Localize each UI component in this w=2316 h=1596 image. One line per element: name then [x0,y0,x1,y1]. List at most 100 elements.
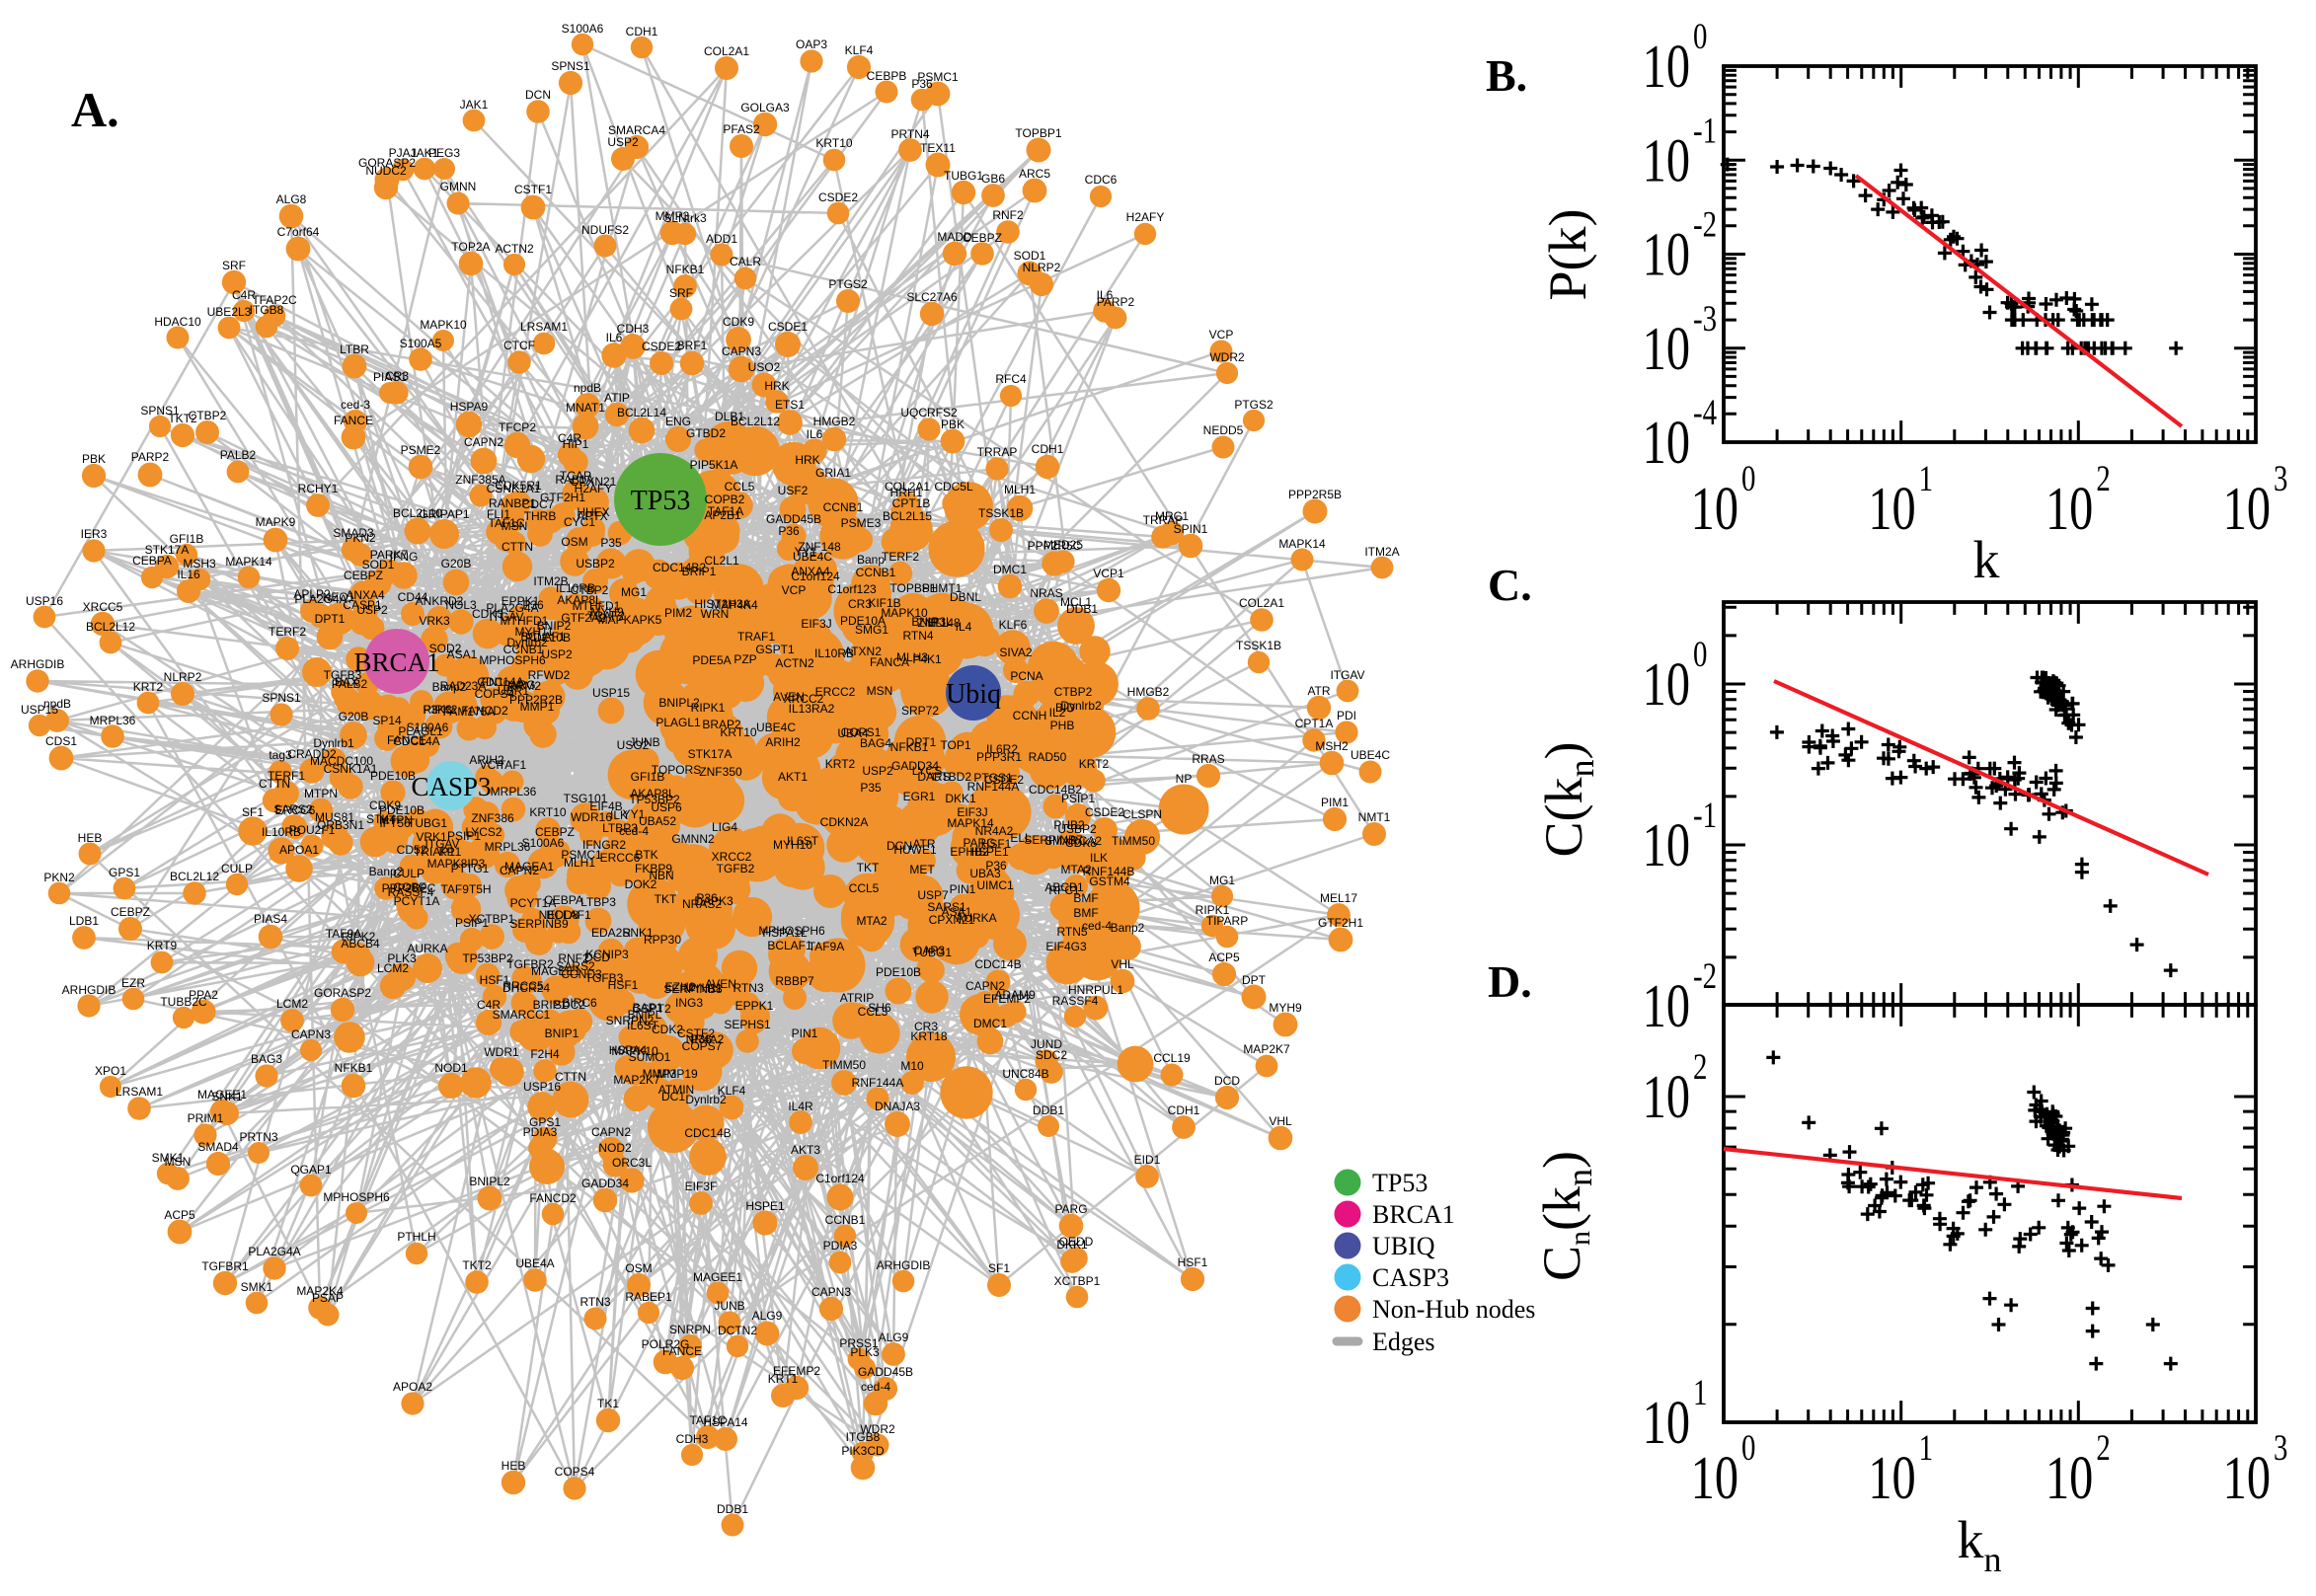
svg-text:HSPA9: HSPA9 [450,400,489,414]
svg-text:1: 1 [1693,1373,1707,1413]
svg-text:MTPN: MTPN [304,787,338,800]
svg-text:MAPK14: MAPK14 [1278,537,1326,551]
svg-text:PLK3: PLK3 [850,1345,880,1359]
svg-text:TIPARP: TIPARP [1206,914,1248,928]
svg-text:PPP3R1: PPP3R1 [976,750,1022,764]
svg-text:TEX11: TEX11 [920,141,956,155]
svg-text:RRCC5: RRCC5 [502,979,544,993]
svg-text:PIN1: PIN1 [792,1026,818,1040]
svg-text:NMT1: NMT1 [1358,810,1391,824]
svg-text:TKT2: TKT2 [462,1258,492,1272]
svg-text:CCNB1: CCNB1 [825,1213,866,1227]
svg-text:RTN4: RTN4 [902,629,933,643]
svg-text:ATRIP: ATRIP [840,991,874,1005]
svg-text:SERPINB7: SERPINB7 [1024,833,1083,847]
svg-text:VHL: VHL [1111,957,1134,971]
svg-text:CPT1B: CPT1B [892,496,931,510]
svg-text:MAP2K7: MAP2K7 [1243,1042,1290,1056]
svg-text:10: 10 [1643,315,1690,383]
svg-text:SLC27A6: SLC27A6 [906,290,958,304]
svg-text:GADD45B: GADD45B [766,512,821,526]
svg-text:RBBP7: RBBP7 [775,974,814,988]
svg-text:TAF9A: TAF9A [326,927,361,941]
svg-text:RNF2: RNF2 [558,951,589,965]
svg-text:CSTF2: CSTF2 [677,1026,715,1040]
svg-text:FANCE: FANCE [334,414,373,427]
svg-text:TFAP2C: TFAP2C [252,293,297,307]
svg-text:C1orf123: C1orf123 [827,582,877,596]
svg-text:KRT2: KRT2 [133,680,164,694]
svg-text:ZNF148: ZNF148 [917,616,961,630]
svg-text:PARP2: PARP2 [131,450,170,464]
svg-text:MG1: MG1 [621,585,647,599]
svg-text:BNIP1: BNIP1 [545,1026,579,1040]
svg-text:PTGS2: PTGS2 [828,277,868,291]
svg-text:HDAC10: HDAC10 [154,315,201,329]
svg-text:CDK9: CDK9 [369,798,401,812]
svg-text:ANKRD2: ANKRD2 [416,594,464,608]
svg-text:LIG4: LIG4 [712,820,737,834]
svg-text:10: 10 [1868,1444,1915,1512]
svg-text:D.: D. [1488,956,1532,1007]
svg-text:GSPT2: GSPT2 [632,1002,671,1016]
svg-text:CCL5: CCL5 [725,480,755,494]
svg-text:POLR2G: POLR2G [642,1337,690,1351]
svg-text:USP16: USP16 [26,594,63,608]
svg-text:KCNIP3: KCNIP3 [585,948,629,961]
svg-text:CSNK1A1: CSNK1A1 [487,482,541,495]
svg-text:USP2: USP2 [607,135,639,149]
svg-text:ENG: ENG [665,415,691,428]
svg-text:ZNF386: ZNF386 [471,811,514,825]
svg-text:USP7: USP7 [917,888,949,902]
svg-text:HRK: HRK [764,379,789,393]
svg-text:TSG101: TSG101 [564,792,608,805]
svg-text:10: 10 [1691,475,1738,543]
svg-text:PSIP1: PSIP1 [1061,792,1095,805]
svg-text:PCNA: PCNA [1010,669,1042,683]
svg-text:C1orf124: C1orf124 [815,1172,865,1185]
svg-text:KRT10: KRT10 [529,805,566,819]
svg-text:OEDD: OEDD [1059,1235,1094,1249]
svg-text:ZNF350: ZNF350 [699,765,742,779]
svg-text:TAF1C: TAF1C [488,516,524,530]
svg-text:A.: A. [71,82,119,137]
svg-text:10: 10 [1643,127,1690,195]
svg-text:GOLGA3: GOLGA3 [740,101,790,114]
svg-text:PLK3: PLK3 [387,951,417,965]
svg-text:PDIA3: PDIA3 [523,1125,558,1139]
svg-text:CDC5L: CDC5L [934,480,973,494]
svg-text:TAF1A: TAF1A [708,504,743,518]
svg-text:BRCA1: BRCA1 [1372,1200,1455,1229]
svg-text:10: 10 [2223,475,2271,543]
svg-text:CR3: CR3 [914,1020,938,1033]
svg-text:P36: P36 [911,77,933,91]
svg-text:MSN: MSN [867,684,893,698]
svg-text:PDE10A: PDE10A [840,614,886,628]
svg-text:MRPL36: MRPL36 [90,714,136,727]
svg-text:VHL: VHL [1269,1114,1292,1128]
svg-text:MMP3: MMP3 [656,209,690,223]
svg-text:UBE4C: UBE4C [1351,748,1390,762]
svg-text:WDR16: WDR16 [571,810,612,824]
svg-text:ITM2A: ITM2A [1364,545,1399,559]
svg-text:GADD34: GADD34 [581,1177,629,1190]
svg-text:ALG9: ALG9 [752,1309,783,1323]
svg-text:COPS1: COPS1 [841,725,882,739]
svg-text:DCD: DCD [584,950,610,964]
svg-text:ATIP: ATIP [604,391,630,405]
svg-text:SMARCA4: SMARCA4 [608,123,665,137]
svg-text:CAPN2: CAPN2 [500,864,539,877]
svg-text:MAGEE1: MAGEE1 [693,1270,742,1284]
svg-text:PHB: PHB [1050,719,1075,732]
svg-text:ITGAV: ITGAV [425,837,459,851]
svg-text:ANXA4: ANXA4 [791,565,830,578]
svg-text:BNIPL: BNIPL [628,1008,662,1022]
svg-text:TKT: TKT [857,861,880,874]
svg-text:10: 10 [1643,1389,1690,1457]
svg-text:GMNN: GMNN [440,180,477,193]
svg-text:C4R: C4R [477,998,501,1012]
svg-text:H2AFY: H2AFY [1126,210,1165,224]
svg-text:LTBP3: LTBP3 [602,821,638,835]
svg-text:NLRP2: NLRP2 [1023,261,1061,274]
svg-text:CEBPZ: CEBPZ [963,231,1002,245]
